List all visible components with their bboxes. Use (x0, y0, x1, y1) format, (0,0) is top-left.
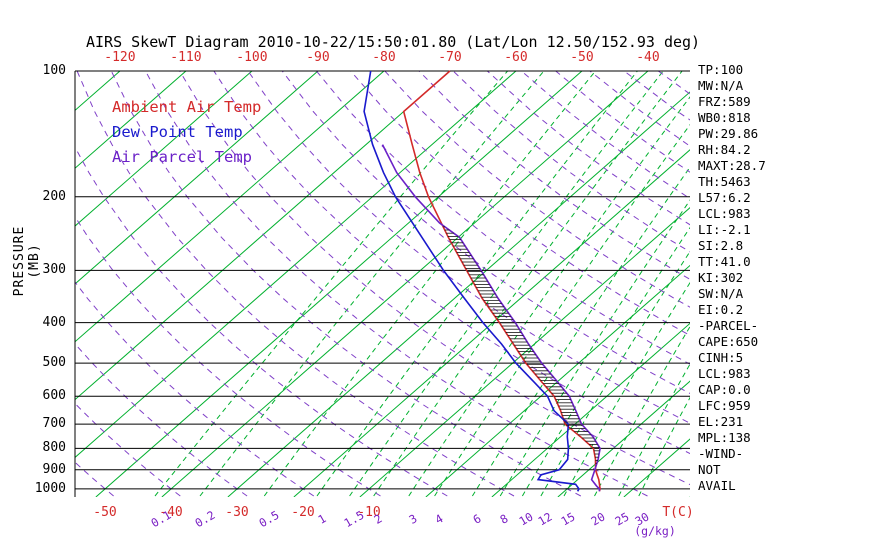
top-temp-tick-label: -50 (570, 50, 594, 65)
top-temp-tick-label: -110 (170, 50, 202, 65)
legend-dew-point-temp: Dew Point Temp (112, 123, 243, 141)
bottom-temp-tick-label: -50 (93, 505, 117, 520)
pressure-tick-label: 1000 (34, 480, 66, 496)
stat-line: AVAIL (698, 478, 736, 493)
stat-line: RH:84.2 (698, 142, 751, 157)
stat-line: WB0:818 (698, 110, 751, 125)
top-temp-tick-label: -120 (104, 50, 136, 65)
stat-line: -PARCEL- (698, 318, 759, 333)
pressure-tick-label: 200 (42, 188, 66, 204)
stat-line: NOT (698, 462, 721, 477)
stat-line: SW:N/A (698, 286, 744, 301)
stats-panel: TP:100 MW:N/A FRZ:589 WB0:818 PW:29.86 RH:84.… (698, 62, 766, 494)
temp-unit-label: T(C) (662, 505, 694, 520)
stat-line: TP:100 (698, 62, 744, 77)
top-temp-tick-label: -90 (306, 50, 330, 65)
stat-line: MW:N/A (698, 78, 744, 93)
legend-air-parcel-temp: Air Parcel Temp (112, 148, 252, 166)
pressure-tick-label: 700 (42, 416, 66, 432)
stat-line: MPL:138 (698, 430, 751, 445)
bottom-temp-tick-label: -40 (159, 505, 183, 520)
chart-title: AIRS SkewT Diagram 2010-10-22/15:50:01.8… (86, 33, 701, 51)
stat-line: CINH:5 (698, 350, 744, 365)
top-temp-tick-label: -100 (236, 50, 268, 65)
stat-line: LFC:959 (698, 398, 751, 413)
pressure-tick-label: 900 (42, 461, 66, 477)
stat-line: CAP:0.0 (698, 382, 751, 397)
stat-line: -WIND- (698, 446, 744, 461)
stat-line: L57:6.2 (698, 190, 751, 205)
stat-line: TH:5463 (698, 174, 751, 189)
stat-line: TT:41.0 (698, 254, 751, 269)
curve-dew-point-temp (363, 70, 580, 492)
stat-line: CAPE:650 (698, 334, 759, 349)
stat-line: MAXT:28.7 (698, 158, 766, 173)
bottom-temp-tick-label: -10 (357, 505, 381, 520)
curve-air-parcel-temp (381, 144, 601, 492)
stat-line: KI:302 (698, 270, 744, 285)
stat-line: LI:-2.1 (698, 222, 751, 237)
top-temp-tick-label: -40 (636, 50, 660, 65)
pressure-tick-label: 300 (42, 262, 66, 278)
pressure-axis-label: PRESSURE (MB) (12, 225, 42, 297)
stat-line: LCL:983 (698, 206, 751, 221)
stat-line: EL:231 (698, 414, 744, 429)
legend: Ambient Air Temp Dew Point Temp Air Parc… (112, 95, 261, 170)
pressure-tick-label: 400 (42, 314, 66, 330)
stat-line: SI:2.8 (698, 238, 744, 253)
bottom-temp-tick-label: -20 (291, 505, 315, 520)
top-temp-tick-label: -70 (438, 50, 462, 65)
pressure-tick-label: 800 (42, 440, 66, 456)
stat-line: EI:0.2 (698, 302, 744, 317)
curve-ambient-air-temp (402, 70, 601, 492)
stat-line: LCL:983 (698, 366, 751, 381)
bottom-temp-tick-label: -30 (225, 505, 249, 520)
pressure-tick-label: 500 (42, 355, 66, 371)
top-temp-tick-label: -80 (372, 50, 396, 65)
pressure-grid (74, 70, 690, 497)
legend-ambient-air-temp: Ambient Air Temp (112, 98, 262, 116)
cape-hatch-area (443, 226, 600, 465)
pressure-tick-label: 100 (42, 63, 66, 78)
stat-line: FRZ:589 (698, 94, 751, 109)
pressure-tick-label: 600 (42, 388, 66, 404)
mixing-ratio-unit-label: (g/kg) (634, 524, 676, 538)
top-temp-tick-label: -60 (504, 50, 528, 65)
sounding-curves (363, 70, 601, 492)
stat-line: PW:29.86 (698, 126, 759, 141)
